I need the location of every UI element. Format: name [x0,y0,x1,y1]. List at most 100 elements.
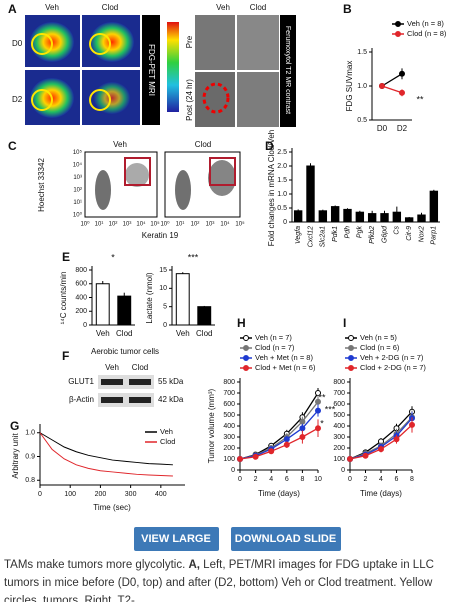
x-tick-label: 10² [191,222,200,228]
tumor-circle [89,33,111,55]
x-tick-label: 0 [348,476,352,483]
annotation: * [111,252,115,262]
point [315,398,321,405]
x-tick-label: 8 [410,476,414,483]
series-line [381,85,403,94]
legend-marker [243,335,249,341]
x-tick-label: 10 [314,476,322,483]
x-tick-label: 2 [364,476,368,483]
x-tick-label: 10⁴ [220,221,230,228]
x-tick-label: Nox2 [418,226,425,242]
y-tick-label: 400 [333,423,345,430]
label-bar [142,15,160,125]
point [299,434,306,440]
y-axis-label: Fold changes in mRNA Clod/Veh [267,130,276,247]
y-tick-label: 1.0 [25,430,35,437]
x-tick-label: 10⁰ [80,221,90,228]
point [379,83,385,89]
x-tick-label: 10¹ [176,222,185,228]
x-tick-label: Vegfa [295,226,302,244]
legend-label: Veh (n = 7) [255,333,292,342]
y-axis-label: FDG SUVmax [345,61,354,112]
y-tick-label: 10 [159,285,167,292]
x-tick-label: 0 [238,476,242,483]
row-label: Pre [185,35,194,48]
y-tick-label: 0.5 [357,117,367,124]
tumor-circle [89,89,111,111]
uptake [90,22,134,62]
legend-label: Veh + 2-DG (n = 7) [360,353,424,362]
x-axis-label: Time (sec) [93,503,131,512]
y-tick-label: 300 [333,434,345,441]
band [101,397,123,403]
x-tick-label: Cs [394,226,401,235]
column-label: Clod [132,363,148,372]
panel-label: F [62,349,69,363]
legend-marker [243,345,249,351]
y-tick-label: 1.0 [357,83,367,90]
chart: I 0 100 200 300 400 500 600 700 800 Time (days) 0 2 4… [333,316,426,498]
x-tick-label: Veh [96,329,110,338]
point [268,448,275,455]
mr-image [237,72,279,127]
bar [404,217,414,223]
annotation: *** [325,404,336,414]
legend-label: Veh [160,427,173,436]
point [362,452,369,459]
y-tick-label: 700 [223,390,235,397]
bar [417,214,426,223]
download-slide-button[interactable]: DOWNLOAD SLIDE [230,527,341,551]
legend-label: Veh (n = 5) [360,333,397,342]
y-tick-label: 400 [223,423,235,430]
y-tick-label: 5 [163,304,167,311]
y-tick-label: 10⁵ [73,149,83,156]
bar [293,210,303,223]
y-tick-label: 700 [333,390,345,397]
blot [98,393,154,407]
bar [318,210,328,223]
cell-cloud [208,160,236,196]
chart: E 0 200 400 600 800 ¹⁴C counts/min * Veh Clod [59,250,135,338]
x-axis-label: Time (days) [360,489,402,498]
x-tick-label: Pgk [357,226,364,239]
bar [175,273,190,326]
x-tick-label: Pfkb2 [369,226,376,244]
panel-label: I [343,316,346,330]
column-label: Veh [216,3,230,12]
blot-row: GLUT1 [68,377,94,386]
y-tick-label: 0.9 [25,453,35,460]
tumor-circle [31,33,53,55]
point [315,407,321,414]
y-tick-label: 800 [223,379,235,386]
x-tick-label: Parp1 [431,226,438,245]
panel-c: C Veh Clod Hoechst 33342 Keratin 19 10⁰ 1… [8,139,245,240]
bar [392,211,402,223]
panel-label: A [8,2,17,16]
caption: TAMs make tumors more glycolytic. A, Lef… [4,556,470,602]
panel-label: G [10,419,19,433]
mr-image [237,15,279,70]
panel-label: C [8,139,17,153]
column-label: Veh [105,363,119,372]
y-axis-label: Tumor volume (mm³) [207,388,216,463]
x-tick-label: Clod [196,329,212,338]
band [129,379,151,385]
y-tick-label: 300 [223,434,235,441]
row-label: D0 [12,39,23,48]
x-tick-label: 10⁴ [136,221,146,228]
caption-text: Left, PET/MRI images for FDG uptake in L… [4,559,434,602]
x-tick-label: Slc2a1 [320,226,327,248]
y-axis-label: Lactate (nmol) [145,272,154,323]
x-tick-label: 6 [285,476,289,483]
bar [367,213,377,223]
legend-label: Veh + Met (n = 8) [255,353,313,362]
tumor-circle [31,89,53,111]
view-large-button[interactable]: VIEW LARGE [133,527,219,551]
y-tick-label: 10³ [73,175,82,181]
y-tick-label: 200 [75,308,87,315]
point [378,446,384,453]
y-tick-label: 0.5 [277,205,287,212]
y-tick-label: 10⁰ [73,212,83,219]
y-axis-label: Arbitrary unit [11,433,20,479]
